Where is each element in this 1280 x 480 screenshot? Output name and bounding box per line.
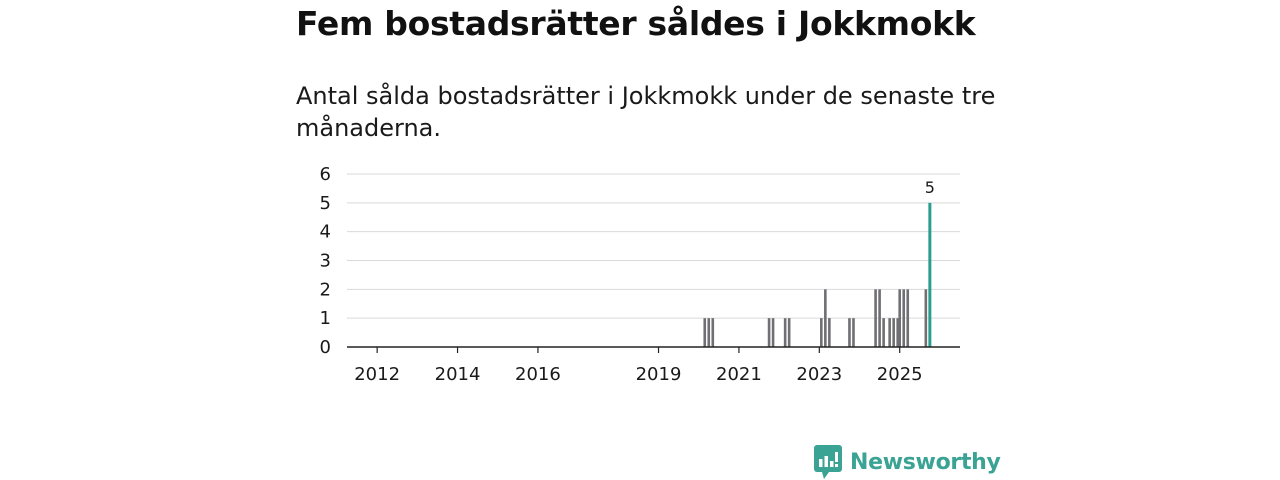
brand-name: Newsworthy [850,449,1001,475]
y-tick-label: 4 [320,222,331,243]
x-tick-label: 2012 [354,364,400,385]
bar [848,318,851,347]
x-tick-label: 2023 [796,364,842,385]
highlight-bar [928,202,932,347]
x-tick-label: 2019 [636,364,682,385]
newsworthy-logo-icon [814,445,842,479]
bar [898,289,902,347]
bar [820,318,823,347]
bar [874,289,877,347]
bar [902,289,906,347]
bar [888,318,891,347]
bar [878,289,881,347]
y-tick-label: 3 [320,251,331,272]
bar [711,318,715,347]
x-tick-label: 2016 [515,364,561,385]
bar [882,318,885,347]
brand-logo: Newsworthy [814,444,1001,480]
bar [828,318,831,347]
x-tick-label: 2025 [877,364,923,385]
bar [787,318,791,347]
chart-title: Fem bostadsrätter såldes i Jokkmokk [296,4,976,43]
bar [824,289,827,347]
bar [892,318,895,347]
bar [852,318,855,347]
bar [906,289,910,347]
x-tick-label: 2014 [435,364,481,385]
bar [707,318,711,347]
bar [767,318,771,347]
bar [783,318,787,347]
x-tick-label: 2021 [716,364,762,385]
bar-chart: 0 1 2 3 4 5 6 5 2012 2014 2016 2019 2021 2023 2025 [320,164,960,385]
bar [896,318,899,347]
y-tick-label: 0 [320,337,331,358]
y-tick-label: 2 [320,279,331,300]
chart-subtitle: Antal sålda bostadsrätter i Jokkmokk und… [296,82,996,142]
data-label: 5 [925,178,935,197]
bar [924,289,928,347]
y-tick-label: 5 [320,193,331,214]
bar [771,318,775,347]
bar [703,318,707,347]
y-tick-label: 6 [320,164,331,185]
y-tick-label: 1 [320,308,331,329]
